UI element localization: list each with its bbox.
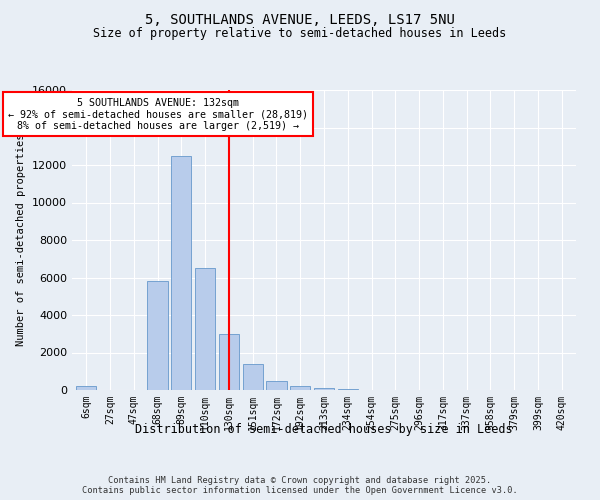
Bar	[171, 156, 191, 390]
Bar	[242, 364, 263, 390]
Bar	[290, 386, 310, 390]
Y-axis label: Number of semi-detached properties: Number of semi-detached properties	[16, 134, 26, 346]
Bar	[338, 389, 358, 390]
Text: Contains HM Land Registry data © Crown copyright and database right 2025.
Contai: Contains HM Land Registry data © Crown c…	[82, 476, 518, 495]
Text: 5 SOUTHLANDS AVENUE: 132sqm
← 92% of semi-detached houses are smaller (28,819)
8: 5 SOUTHLANDS AVENUE: 132sqm ← 92% of sem…	[8, 98, 308, 130]
Bar	[266, 380, 287, 390]
Text: Distribution of semi-detached houses by size in Leeds: Distribution of semi-detached houses by …	[135, 422, 513, 436]
Bar	[148, 281, 167, 390]
Bar	[314, 388, 334, 390]
Bar	[195, 268, 215, 390]
Bar	[76, 386, 97, 390]
Text: 5, SOUTHLANDS AVENUE, LEEDS, LS17 5NU: 5, SOUTHLANDS AVENUE, LEEDS, LS17 5NU	[145, 12, 455, 26]
Text: Size of property relative to semi-detached houses in Leeds: Size of property relative to semi-detach…	[94, 28, 506, 40]
Bar	[219, 334, 239, 390]
